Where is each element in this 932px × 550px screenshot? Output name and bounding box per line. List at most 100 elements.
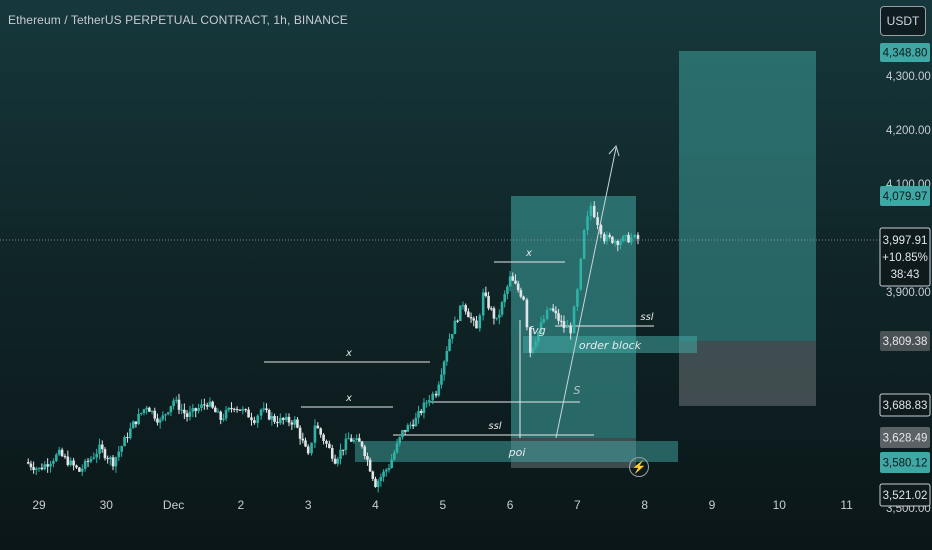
candle-body-13 bbox=[63, 456, 67, 458]
candle-body-84 bbox=[262, 408, 266, 410]
candle-body-155 bbox=[458, 305, 462, 322]
candle-body-205 bbox=[605, 235, 609, 242]
x-tick-7: 7 bbox=[574, 498, 581, 512]
y-tick-1: 4,200.00 bbox=[886, 125, 931, 137]
candle-body-70 bbox=[222, 418, 225, 420]
candle-body-193 bbox=[566, 326, 569, 328]
candle-body-94 bbox=[290, 422, 294, 425]
candle-body-178 bbox=[522, 296, 525, 300]
candle-body-82 bbox=[256, 415, 260, 423]
candle-body-8 bbox=[49, 463, 52, 467]
y-tick-0: 4,300.00 bbox=[886, 71, 931, 83]
candle-body-135 bbox=[403, 430, 407, 432]
candle-body-55 bbox=[180, 409, 183, 411]
candle-body-122 bbox=[368, 459, 372, 472]
candle-body-204 bbox=[603, 234, 606, 242]
candle-body-61 bbox=[197, 408, 200, 411]
candle-body-113 bbox=[344, 438, 348, 450]
candle-body-88 bbox=[273, 415, 276, 422]
last-price-box bbox=[879, 227, 931, 287]
candle-body-110 bbox=[336, 458, 340, 464]
candle-body-97 bbox=[298, 427, 302, 439]
candle-body-32 bbox=[117, 451, 121, 458]
candle-body-75 bbox=[235, 408, 239, 410]
candle-body-41 bbox=[142, 409, 146, 414]
candle-body-125 bbox=[376, 480, 380, 488]
countdown: 38:43 bbox=[891, 269, 920, 281]
candle-body-200 bbox=[589, 205, 593, 217]
low-b-price-box bbox=[880, 452, 930, 473]
bottom-price: 3,521.02 bbox=[883, 490, 928, 502]
candle-body-144 bbox=[428, 400, 431, 403]
candle-body-60 bbox=[194, 408, 198, 411]
candle-body-106 bbox=[325, 440, 328, 444]
candle-body-63 bbox=[203, 404, 206, 406]
low-a-price-box bbox=[880, 427, 930, 448]
candle-body-137 bbox=[409, 424, 412, 426]
candle-body-51 bbox=[169, 406, 173, 413]
candle-body-105 bbox=[322, 434, 325, 441]
candle-body-91 bbox=[281, 417, 285, 420]
candle-body-3 bbox=[35, 468, 38, 470]
currency-button[interactable]: USDT bbox=[880, 6, 926, 36]
candle-body-98 bbox=[301, 438, 305, 441]
candle-body-92 bbox=[284, 416, 288, 420]
entry-upper-price-box bbox=[880, 186, 930, 206]
candle-body-14 bbox=[66, 456, 70, 466]
candle-body-142 bbox=[422, 402, 426, 413]
candle-body-171 bbox=[503, 294, 507, 303]
candle-body-165 bbox=[487, 296, 490, 309]
candle-body-120 bbox=[363, 446, 367, 456]
candle-body-177 bbox=[519, 290, 523, 297]
ssl-label-upper: ssl bbox=[640, 312, 653, 323]
lightning-icon[interactable]: ⚡ bbox=[629, 457, 649, 477]
candle-body-202 bbox=[596, 217, 599, 225]
candle-body-215 bbox=[633, 234, 636, 238]
candle-body-134 bbox=[401, 430, 404, 438]
candle-body-206 bbox=[608, 235, 612, 237]
candle-body-20 bbox=[83, 460, 87, 469]
candle-body-19 bbox=[80, 468, 84, 472]
candle-body-119 bbox=[360, 441, 364, 447]
candle-body-211 bbox=[621, 236, 625, 242]
candle-body-161 bbox=[475, 320, 478, 329]
candle-body-25 bbox=[98, 444, 101, 454]
candle-body-44 bbox=[150, 410, 154, 412]
x-tick-Dec: Dec bbox=[163, 498, 184, 512]
candle-body-183 bbox=[537, 331, 540, 342]
candle-body-146 bbox=[434, 393, 438, 396]
candle-body-116 bbox=[352, 439, 356, 442]
candle-body-147 bbox=[437, 384, 441, 396]
candle-body-180 bbox=[528, 327, 532, 353]
candle-body-79 bbox=[247, 409, 250, 418]
x-tick-30: 30 bbox=[100, 498, 114, 512]
candle-body-15 bbox=[69, 460, 73, 466]
candle-body-176 bbox=[516, 283, 520, 291]
candle-body-156 bbox=[461, 305, 465, 307]
candle-body-21 bbox=[86, 460, 90, 462]
candle-body-81 bbox=[253, 420, 256, 423]
ssl-label-lower: ssl bbox=[488, 421, 501, 432]
candle-body-100 bbox=[306, 446, 310, 454]
x-tick-5: 5 bbox=[439, 498, 446, 512]
s-label: S bbox=[574, 384, 581, 397]
candle-body-78 bbox=[244, 409, 248, 411]
x-tick-8: 8 bbox=[641, 498, 648, 512]
candle-body-38 bbox=[134, 421, 138, 425]
candle-body-62 bbox=[200, 404, 203, 409]
candle-body-185 bbox=[542, 318, 546, 323]
projection-arrow bbox=[555, 147, 617, 439]
candle-body-7 bbox=[46, 464, 49, 467]
candle-body-162 bbox=[478, 315, 482, 329]
candle-body-112 bbox=[341, 449, 345, 451]
target-price: 4,348.80 bbox=[883, 48, 928, 60]
candle-body-4 bbox=[37, 467, 41, 469]
candle-body-10 bbox=[55, 454, 58, 462]
candle-body-186 bbox=[545, 310, 549, 319]
candle-body-196 bbox=[576, 289, 579, 307]
candle-body-152 bbox=[450, 334, 454, 339]
change-pct: +10.85% bbox=[882, 252, 928, 264]
candles-layer bbox=[26, 201, 640, 493]
candle-body-89 bbox=[276, 421, 279, 424]
